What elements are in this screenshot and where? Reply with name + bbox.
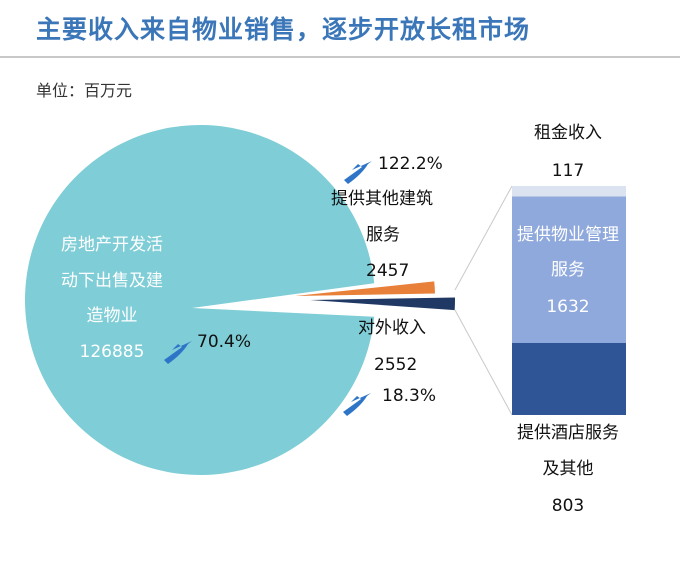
external-slice-growth: 18.3% (382, 386, 436, 406)
main-slice-label-line-3: 造物业 (87, 306, 138, 326)
construction-slice-label-line-1: 提供其他建筑 (331, 189, 433, 209)
hotel-value: 803 (552, 496, 584, 516)
rent-label: 租金收入 (534, 123, 602, 143)
construction-slice-growth: 122.2% (378, 154, 443, 174)
connector-top-line (454, 185, 513, 291)
construction-slice-label-line-2: 服务 (366, 225, 400, 245)
property-mgmt-value: 1632 (546, 297, 589, 317)
main-slice-label-line-1: 房地产开发活 (61, 235, 163, 255)
property-mgmt-label-line-2: 服务 (551, 260, 585, 280)
pie-slice-construction-services (295, 281, 435, 296)
construction-slice-value: 2457 (366, 261, 409, 281)
hotel-label-line-1: 提供酒店服务 (517, 423, 619, 443)
external-growth-arrow-icon (343, 393, 371, 416)
bar-segment-rent (512, 186, 626, 197)
unit-label: 单位：百万元 (36, 81, 133, 100)
hotel-label-line-2: 及其他 (543, 459, 594, 479)
connector-bottom-line (454, 309, 513, 416)
bar-segment-property-management (512, 196, 626, 343)
pie-slice-property-sales (24, 124, 375, 475)
rent-value: 117 (552, 161, 584, 181)
title-divider (0, 56, 680, 58)
external-slice-label: 对外收入 (358, 318, 426, 338)
main-slice-value: 126885 (80, 342, 145, 362)
bar-segment-hotel-services (512, 342, 626, 415)
main-slice-growth: 70.4% (197, 332, 251, 352)
external-slice-value: 2552 (374, 355, 417, 375)
property-mgmt-label-line-1: 提供物业管理 (517, 225, 619, 245)
construction-growth-arrow-icon (344, 161, 372, 184)
pie-slice-external-revenue (310, 297, 455, 311)
main-slice-label-line-2: 动下出售及建 (61, 271, 163, 291)
chart-title: 主要收入来自物业销售，逐步开放长租市场 (36, 15, 531, 44)
